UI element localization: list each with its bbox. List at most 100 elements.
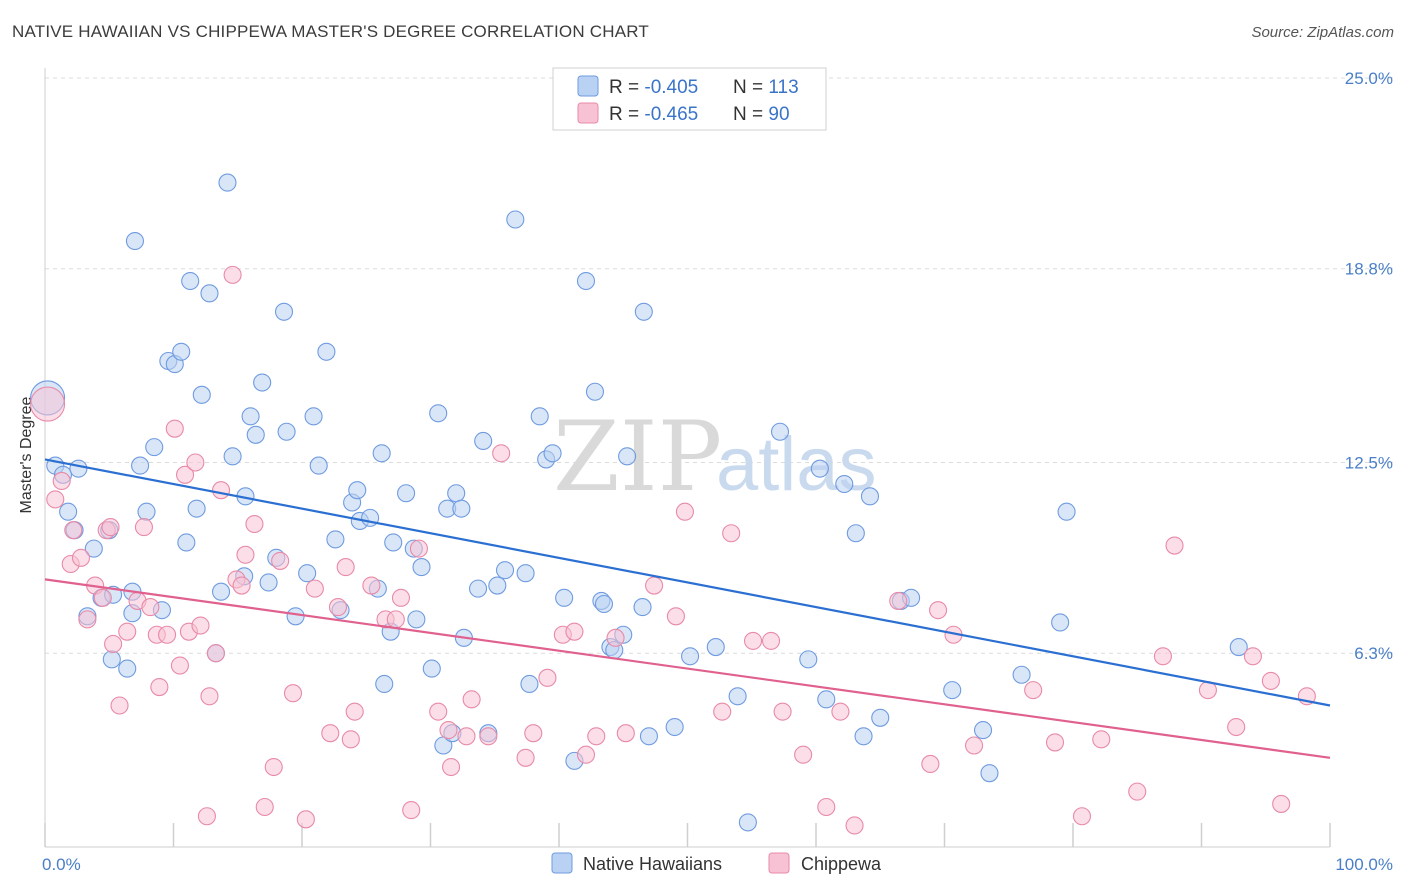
legend-n-label-blue: N = (733, 77, 768, 98)
point-chippewa (439, 721, 458, 740)
point-chippewa (211, 481, 231, 500)
point-chippewa (305, 579, 324, 598)
axes (44, 68, 1331, 848)
point-native-hawaiian (452, 499, 471, 518)
point-chippewa (921, 754, 940, 773)
watermark: ZIP atlas (553, 401, 877, 513)
point-chippewa (206, 644, 225, 663)
point-native-hawaiian (211, 582, 231, 601)
point-native-hawaiian (309, 456, 328, 475)
point-native-hawaiian (59, 502, 78, 521)
point-chippewa (236, 545, 255, 564)
point-native-hawaiian (665, 717, 684, 737)
point-chippewa (645, 576, 664, 595)
point-native-hawaiian (375, 674, 394, 694)
legend-box: R = -0.405 N = 113 R = -0.465 N = 90 (552, 67, 827, 131)
point-native-hawaiian (137, 502, 156, 521)
point-chippewa (321, 724, 340, 743)
legend-swatch-pink (577, 102, 599, 124)
point-chippewa (134, 518, 153, 537)
point-chippewa (761, 631, 781, 650)
trend-line-chippewa (44, 578, 1331, 759)
point-chippewa (929, 601, 948, 620)
point-native-hawaiian (131, 456, 150, 475)
point-native-hawaiian (172, 342, 191, 361)
point-chippewa (492, 444, 511, 463)
point-native-hawaiian (422, 659, 441, 678)
point-native-hawaiian (474, 431, 493, 451)
point-native-hawaiian (488, 576, 507, 595)
point-native-hawaiian (286, 607, 305, 626)
point-chippewa (773, 702, 792, 721)
point-chippewa (402, 801, 421, 820)
point-chippewa (71, 548, 91, 567)
point-chippewa (255, 797, 274, 817)
point-native-hawaiian (980, 764, 999, 783)
point-native-hawaiian (810, 459, 829, 478)
point-native-hawaiian (770, 422, 790, 441)
point-chippewa (1227, 717, 1246, 737)
point-chippewa (1261, 671, 1280, 690)
point-chippewa (666, 607, 685, 626)
bottom-legend: Native Hawaiians Chippewa (551, 852, 882, 874)
point-native-hawaiian (817, 690, 836, 709)
point-native-hawaiian (223, 447, 242, 466)
point-native-hawaiian (468, 579, 488, 598)
point-chippewa (409, 539, 428, 558)
x-tick-label-1: 100.0% (1335, 855, 1393, 874)
point-native-hawaiian (973, 721, 993, 740)
point-chippewa (538, 668, 557, 687)
svg-text:R = -0.465: R = -0.465 (609, 104, 698, 125)
point-chippewa (362, 576, 381, 595)
point-chippewa (516, 748, 535, 767)
point-chippewa (170, 656, 189, 675)
point-native-hawaiian (516, 564, 535, 583)
point-chippewa (46, 490, 65, 509)
point-native-hawaiian (728, 687, 747, 706)
point-chippewa (965, 736, 984, 755)
point-native-hawaiian (860, 487, 880, 506)
point-native-hawaiian (177, 533, 196, 552)
point-native-hawaiian (576, 271, 596, 291)
point-chippewa (150, 677, 169, 697)
svg-text:N = 90: N = 90 (733, 104, 790, 125)
point-native-hawaiian (259, 573, 278, 592)
point-native-hawaiian (543, 444, 562, 463)
point-native-hawaiian (594, 594, 614, 614)
point-native-hawaiian (447, 484, 466, 503)
point-chippewa (713, 702, 732, 721)
point-chippewa (141, 598, 160, 617)
point-native-hawaiian (192, 385, 211, 404)
point-chippewa (462, 690, 481, 709)
point-native-hawaiian (1229, 638, 1248, 657)
point-chippewa (165, 419, 184, 438)
point-chippewa (245, 514, 264, 534)
point-native-hawaiian (102, 650, 121, 669)
legend-n-value-pink: 90 (768, 104, 789, 125)
point-chippewa (345, 702, 364, 721)
point-native-hawaiian (854, 727, 873, 746)
legend-r-value-blue: -0.405 (644, 77, 698, 98)
tick-labels: 6.3% 12.5% 18.8% 25.0% 0.0% 100.0% (42, 69, 1393, 874)
point-native-hawaiian (317, 342, 336, 361)
point-native-hawaiian (799, 650, 818, 669)
point-chippewa (1165, 536, 1184, 555)
point-chippewa (296, 810, 315, 829)
point-chippewa (176, 465, 195, 484)
point-native-hawaiian (846, 524, 865, 543)
watermark-atlas: atlas (716, 422, 877, 507)
point-chippewa (186, 453, 205, 472)
point-native-hawaiian (530, 407, 549, 426)
point-chippewa (264, 757, 283, 777)
trend-lines (44, 458, 1331, 759)
y-tick-label-3: 25.0% (1345, 69, 1393, 88)
point-chippewa (524, 724, 543, 743)
x-tick-label-0: 0.0% (42, 855, 81, 874)
bottom-legend-swatch-pink (768, 852, 790, 874)
point-chippewa (831, 702, 850, 721)
point-chippewa (1024, 681, 1043, 700)
y-tick-label-2: 18.8% (1345, 260, 1393, 279)
series-chippewa (30, 265, 1316, 835)
point-native-hawaiian (943, 681, 962, 700)
